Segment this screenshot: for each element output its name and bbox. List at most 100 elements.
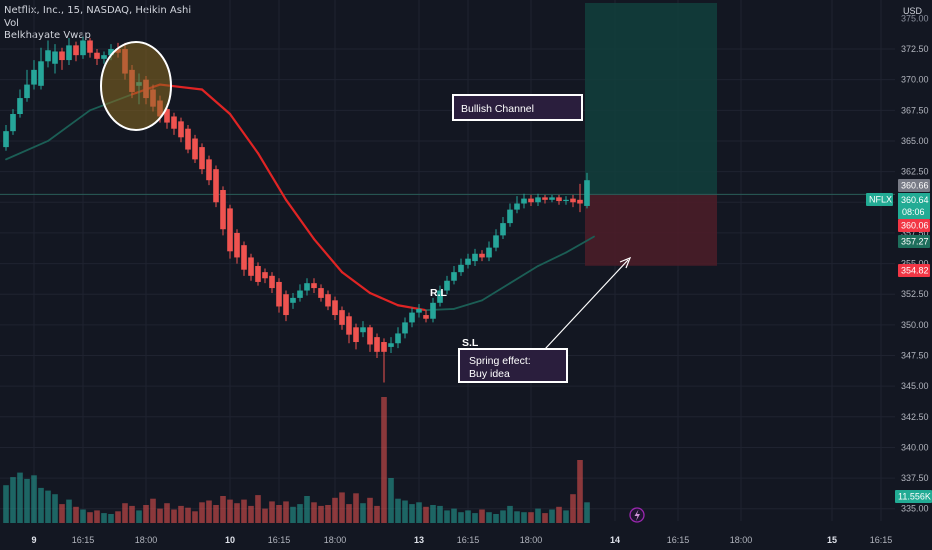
candle-body — [528, 198, 534, 203]
time-tick-label: 16:15 — [667, 535, 690, 545]
candle-body — [213, 169, 219, 203]
candle-body — [220, 190, 226, 230]
price-tag-label: 11.556K — [898, 492, 931, 502]
highlight-circle — [100, 41, 172, 131]
volume-bar — [381, 397, 387, 523]
candle-body — [45, 50, 51, 62]
candle-body — [108, 49, 114, 56]
vwap-segment — [340, 271, 372, 295]
volume-bar — [332, 497, 338, 523]
candle-body — [549, 197, 555, 200]
candle-body — [507, 209, 513, 224]
time-axis: 9 16:15 18:00 10 16:15 18:00 13 16:15 18:00 14 16:… — [0, 530, 932, 550]
volume-bar — [269, 501, 275, 523]
candle-body — [262, 272, 268, 279]
volume-bar — [157, 508, 163, 523]
candle-body — [563, 199, 569, 202]
bullish-channel-box — [452, 94, 583, 121]
candle-body — [17, 98, 23, 115]
lightning-icon — [629, 507, 645, 523]
volume-bar — [514, 511, 520, 523]
time-tick-label: 13 — [414, 535, 424, 545]
price-tick-label: 370.00 — [901, 75, 929, 85]
price-tag — [898, 193, 930, 219]
candle-body — [444, 280, 450, 291]
vwap-segment — [256, 152, 288, 201]
volume-bar — [234, 503, 240, 523]
bullish-channel-label: Bullish Channel — [461, 103, 534, 115]
volume-bar — [549, 509, 555, 523]
price-tag — [898, 264, 930, 277]
candle-body — [276, 281, 282, 307]
volume-bar — [402, 500, 408, 523]
price-tick-label: 362.50 — [901, 167, 929, 177]
price-tick-label: 350.00 — [901, 320, 929, 330]
vwap-indicator-label[interactable]: Belkhayate Vwap — [4, 30, 91, 41]
price-tag — [898, 235, 930, 248]
volume-bar — [500, 510, 506, 523]
candle-body — [395, 333, 401, 344]
volume-bar — [577, 460, 583, 523]
time-tick-label: 16:15 — [72, 535, 95, 545]
volume-bar — [143, 505, 149, 523]
volume-bar — [304, 496, 310, 523]
candle-body — [346, 316, 352, 335]
price-tag-label: 360.66 — [901, 181, 929, 191]
rl-label: R.L — [430, 287, 448, 299]
volume-indicator-label[interactable]: Vol — [4, 17, 19, 29]
candle-body — [500, 223, 506, 236]
volume-bar — [283, 501, 289, 523]
vwap-segment — [565, 235, 595, 254]
candle-body — [458, 264, 464, 273]
candle-body — [66, 45, 72, 61]
price-tick-label: 375.00 — [901, 13, 929, 23]
candle-body — [311, 283, 317, 289]
candle-body — [269, 275, 275, 289]
volume-bar — [465, 510, 471, 523]
time-tick-label: 16:15 — [268, 535, 291, 545]
volume-bar — [220, 496, 226, 523]
time-tick-label: 16:15 — [457, 535, 480, 545]
candle-body — [493, 235, 499, 248]
price-tick-label: 335.00 — [901, 504, 929, 514]
volume-bar — [374, 505, 380, 523]
price-tick-label: 367.50 — [901, 105, 929, 115]
symbol-title[interactable]: Netflix, Inc., 15, NASDAQ, Heikin Ashi — [4, 5, 192, 16]
candle-body — [486, 247, 492, 258]
candle-body — [304, 283, 310, 291]
candle-body — [52, 51, 58, 64]
candle-body — [535, 197, 541, 203]
time-tick-label: 18:00 — [135, 535, 158, 545]
volume-bar — [416, 502, 422, 523]
vwap-segment — [537, 251, 567, 267]
volume-bar — [248, 505, 254, 523]
candle-body — [31, 69, 37, 85]
volume-bars — [3, 397, 590, 523]
price-tag-label: 354.82 — [901, 266, 929, 276]
volume-bar — [24, 478, 30, 523]
price-tag-label: NFLX — [869, 195, 892, 205]
volume-bar — [52, 494, 58, 523]
candle-body — [577, 199, 583, 204]
candle-body — [360, 327, 366, 333]
volume-bar — [66, 499, 72, 523]
volume-bar — [493, 514, 499, 523]
volume-bar — [45, 490, 51, 523]
candle-body — [199, 147, 205, 170]
volume-bar — [213, 505, 219, 523]
candle-body — [409, 312, 415, 323]
candle-body — [479, 253, 485, 258]
volume-bar — [563, 510, 569, 523]
volume-bar — [87, 512, 93, 523]
volume-bar — [3, 485, 9, 523]
volume-bar — [136, 510, 142, 523]
candle-body — [388, 343, 394, 347]
volume-bar — [10, 477, 16, 523]
candle-body — [542, 197, 548, 200]
time-tick-label: 9 — [31, 535, 36, 545]
candle-body — [164, 109, 170, 123]
volume-bar — [437, 505, 443, 523]
candle-body — [87, 40, 93, 53]
